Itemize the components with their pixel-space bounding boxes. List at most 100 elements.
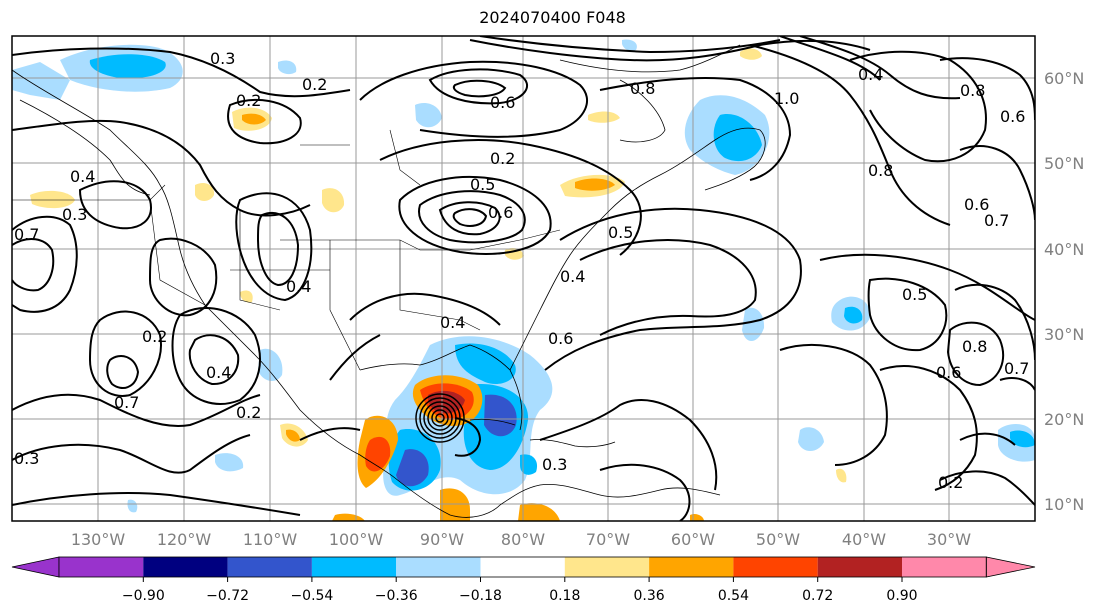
- colorbar-segment: [649, 557, 734, 577]
- contour-label: 0.2: [938, 473, 963, 492]
- colorbar-segment: [902, 557, 987, 577]
- shade-blob: [622, 39, 637, 51]
- colorbar-segment: [733, 557, 818, 577]
- contour-label: 0.7: [984, 211, 1009, 230]
- lon-label: 100°W: [329, 530, 384, 549]
- contour-label: 0.3: [210, 49, 235, 68]
- contour-label: 0.5: [902, 285, 927, 304]
- shade-blob: [588, 111, 620, 123]
- shade-blob: [575, 178, 615, 191]
- lon-label: 130°W: [71, 530, 126, 549]
- contour-label: 0.8: [962, 337, 987, 356]
- shade-blob: [836, 468, 847, 483]
- shade-blob: [396, 449, 429, 487]
- contour-label: 0.5: [470, 175, 495, 194]
- contour-label: 0.5: [608, 223, 633, 242]
- contour-label: 0.2: [302, 75, 327, 94]
- colorbar-tick-label: 0.54: [718, 588, 749, 604]
- contour-label: 1.0: [774, 89, 799, 108]
- longitude-labels: 130°W 120°W 110°W 100°W 90°W 80°W 70°W 6…: [71, 530, 971, 549]
- contours: [12, 36, 1035, 521]
- hurricane-contours: [415, 393, 465, 443]
- contour-label: 0.3: [62, 205, 87, 224]
- contour-label: 0.3: [542, 455, 567, 474]
- colorbar-tick-label: −0.18: [459, 588, 502, 604]
- colorbar-tick-label: 0.72: [802, 588, 833, 604]
- colorbar-tick-label: −0.36: [375, 588, 418, 604]
- lon-label: 120°W: [157, 530, 212, 549]
- colorbar: −0.90 −0.72 −0.54 −0.36 −0.18 0.18 0.36 …: [11, 556, 1036, 604]
- lon-label: 30°W: [927, 530, 971, 549]
- lat-label: 50°N: [1044, 154, 1084, 173]
- coastlines: [12, 44, 766, 518]
- colorbar-segment: [227, 557, 312, 577]
- contour-labels: 0.3 0.2 0.2 0.6 0.2 0.5 0.6 0.4 0.3 0.7 …: [14, 49, 1029, 492]
- lon-label: 80°W: [501, 530, 545, 549]
- colorbar-ticks: [142, 577, 903, 582]
- contour-label: 0.4: [560, 267, 585, 286]
- contour-label: 0.4: [206, 363, 231, 382]
- lat-label: 40°N: [1044, 240, 1084, 259]
- shade-blob: [240, 290, 253, 303]
- shade-blob: [742, 307, 765, 342]
- colorbar-segment: [59, 557, 144, 577]
- shade-blob: [30, 190, 75, 209]
- shade-blob: [322, 188, 345, 213]
- contour-label: 0.2: [490, 149, 515, 168]
- shade-blob: [278, 60, 297, 75]
- shade-blob: [455, 343, 516, 385]
- colorbar-segment: [143, 557, 228, 577]
- colorbar-high-extend: [985, 556, 1036, 578]
- colorbar-frame: [58, 556, 987, 578]
- shade-blob: [484, 394, 517, 437]
- lon-label: 70°W: [586, 530, 630, 549]
- contour-label: 0.6: [488, 203, 513, 222]
- shade-blob: [415, 102, 442, 128]
- shade-blob: [127, 499, 138, 513]
- shade-blob: [844, 306, 863, 324]
- contour-label: 0.6: [490, 93, 515, 112]
- colorbar-tick-label: 0.90: [886, 588, 917, 604]
- colorbar-tick-label: 0.36: [634, 588, 665, 604]
- contour-label: 0.8: [868, 161, 893, 180]
- colorbar-low-extend: [11, 556, 60, 578]
- contour-label: 0.4: [858, 65, 883, 84]
- contour-label: 0.7: [114, 393, 139, 412]
- contour-label: 0.6: [548, 329, 573, 348]
- shade-blob: [798, 427, 824, 451]
- contour-label: 0.4: [286, 277, 311, 296]
- shade-blob: [12, 62, 70, 100]
- contour-label: 0.3: [14, 449, 39, 468]
- colorbar-segment: [480, 557, 565, 577]
- shade-blob: [89, 54, 166, 79]
- latitude-labels: 60°N 50°N 40°N 30°N 20°N 10°N: [1044, 69, 1084, 514]
- contour-label: 0.8: [960, 81, 985, 100]
- lon-label: 90°W: [420, 530, 464, 549]
- contour-label: 0.4: [70, 167, 95, 186]
- contour-label: 0.2: [142, 327, 167, 346]
- shade-blob: [1010, 430, 1035, 448]
- contour-label: 0.2: [236, 403, 261, 422]
- colorbar-tick-label: 0.18: [549, 588, 580, 604]
- contour-label: 0.7: [1004, 359, 1029, 378]
- colorbar-tick-label: −0.72: [206, 588, 249, 604]
- lat-label: 20°N: [1044, 410, 1084, 429]
- colorbar-tick-label: −0.90: [122, 588, 165, 604]
- contour-label: 0.6: [1000, 107, 1025, 126]
- lon-label: 40°W: [842, 530, 886, 549]
- contour-label: 0.2: [236, 91, 261, 110]
- contour-label: 0.7: [14, 225, 39, 244]
- lon-label: 50°W: [756, 530, 800, 549]
- shading-layer: [12, 39, 1035, 521]
- colorbar-segment: [311, 557, 397, 577]
- lat-label: 30°N: [1044, 325, 1084, 344]
- colorbar-segment: [396, 557, 481, 577]
- contour-label: 0.6: [964, 195, 989, 214]
- shade-blob: [195, 183, 215, 201]
- shade-blob: [427, 390, 465, 414]
- figure-title: 2024070400 F048: [479, 8, 626, 27]
- map-area: 0.3 0.2 0.2 0.6 0.2 0.5 0.6 0.4 0.3 0.7 …: [12, 36, 1035, 521]
- shade-blob: [740, 48, 762, 60]
- shade-blob: [518, 503, 560, 521]
